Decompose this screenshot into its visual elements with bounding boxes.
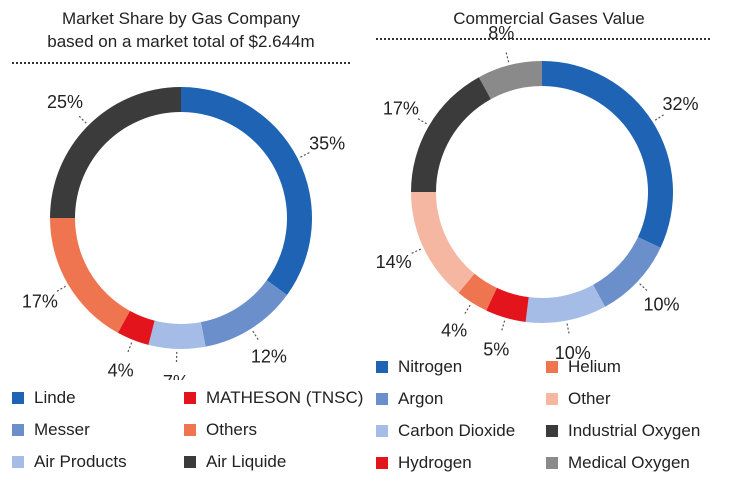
leader-line (126, 342, 133, 354)
legend-swatch (546, 425, 558, 437)
market-share-chart: Market Share by Gas Company based on a m… (0, 0, 363, 490)
slice-percent-label: 25% (47, 92, 83, 112)
legend-item: Linde (12, 388, 76, 408)
legend-swatch (12, 424, 24, 436)
legend-swatch (12, 456, 24, 468)
legend-swatch (184, 392, 196, 404)
legend-label: MATHESON (TNSC) (206, 388, 364, 407)
slice-percent-label: 4% (441, 320, 467, 340)
legend-swatch (12, 392, 24, 404)
donut-slice-air-products (148, 320, 206, 349)
leader-line (252, 330, 260, 342)
slice-percent-label: 4% (108, 360, 134, 380)
donut-slice-hydrogen (486, 287, 529, 322)
leader-line (416, 117, 427, 125)
slice-percent-label: 10% (644, 294, 680, 314)
legend-item: Argon (376, 389, 443, 409)
legend-swatch (546, 457, 558, 469)
donut-slice-air-liquide (50, 87, 181, 218)
legend-swatch (184, 424, 196, 436)
legend-label: Argon (398, 389, 444, 408)
chart-title: Commercial Gases Value (453, 9, 645, 28)
legend-item: Air Liquide (184, 452, 286, 472)
donut-slice-messer (200, 280, 287, 347)
legend-label: Industrial Oxygen (568, 421, 701, 440)
slice-percent-label: 17% (383, 99, 419, 119)
legend-item: Hydrogen (376, 453, 472, 473)
slice-percent-label: 32% (662, 94, 698, 114)
legend-swatch (546, 393, 558, 405)
slice-percent-label: 10% (555, 343, 591, 360)
legend-label: Others (206, 420, 258, 439)
legend-item: Carbon Dioxide (376, 421, 515, 441)
commercial-gases-chart: Commercial Gases Value 32% 10% 10% 5% 4% 14% 1… (368, 0, 730, 490)
donut-slice-nitrogen (542, 61, 673, 248)
donut-slice-linde (181, 87, 313, 295)
title-divider (376, 38, 710, 40)
slice-percent-label: 5% (483, 339, 509, 359)
legend-label: Helium (568, 357, 621, 376)
slice-percent-label: 35% (309, 134, 345, 154)
leader-line (566, 323, 570, 336)
legend-item: Medical Oxygen (546, 453, 690, 473)
legend-swatch (184, 456, 196, 468)
leader-line (463, 304, 471, 316)
donut-chart: 32% 10% 10% 5% 4% 14% 17% 8% (376, 23, 699, 360)
legend-item: Air Products (12, 452, 127, 472)
slice-percent-label: 17% (22, 291, 58, 311)
slice-percent-label: 7% (163, 372, 189, 380)
legend-swatch (376, 457, 388, 469)
donut-slice-carbon-dioxide (525, 284, 606, 324)
legend-swatch (376, 361, 388, 373)
legend-swatch (376, 393, 388, 405)
legend-label: Linde (34, 388, 76, 407)
leader-line (639, 283, 649, 293)
leader-line (505, 50, 510, 63)
legend-item: Industrial Oxygen (546, 421, 700, 441)
leader-line (500, 320, 506, 333)
legend-label: Messer (34, 420, 90, 439)
slice-percent-label: 12% (251, 346, 287, 366)
donut-slice-medical-oxygen (478, 61, 542, 100)
legend-label: Carbon Dioxide (398, 421, 516, 440)
leader-line (77, 114, 87, 124)
leader-line (654, 113, 666, 121)
title-divider (12, 62, 350, 64)
donut-slice-industrial-oxygen (411, 77, 491, 192)
legend-label: Medical Oxygen (568, 453, 690, 472)
leader-line (55, 285, 66, 293)
donut-slice-helium (458, 273, 497, 311)
slice-percent-label: 14% (376, 252, 412, 272)
chart-subtitle: based on a market total of $2.644m (47, 32, 315, 51)
legend-label: Air Products (34, 452, 127, 471)
donut-chart: 35% 12% 7% 4% 17% 25% (22, 87, 345, 380)
legend-item: Others (184, 420, 257, 440)
legend-item: Other (546, 389, 611, 409)
slice-percent-label: 8% (488, 23, 514, 43)
donut-slice-others (50, 218, 130, 333)
legend-item: Messer (12, 420, 90, 440)
donut-slice-matheson-tnsc (117, 310, 155, 345)
legend-label: Air Liquide (206, 452, 287, 471)
legend-swatch (376, 425, 388, 437)
legend-swatch (546, 361, 558, 373)
legend-item: MATHESON (TNSC) (184, 388, 363, 408)
donut-slice-argon (593, 237, 661, 307)
chart-title: Market Share by Gas Company (61, 9, 301, 28)
legend-label: Hydrogen (398, 453, 472, 472)
leader-line (300, 151, 312, 158)
legend-label: Other (568, 389, 611, 408)
legend-item: Helium (546, 357, 621, 377)
donut-slice-other (411, 192, 475, 293)
legend-item: Nitrogen (376, 357, 462, 377)
legend-label: Nitrogen (398, 357, 463, 376)
